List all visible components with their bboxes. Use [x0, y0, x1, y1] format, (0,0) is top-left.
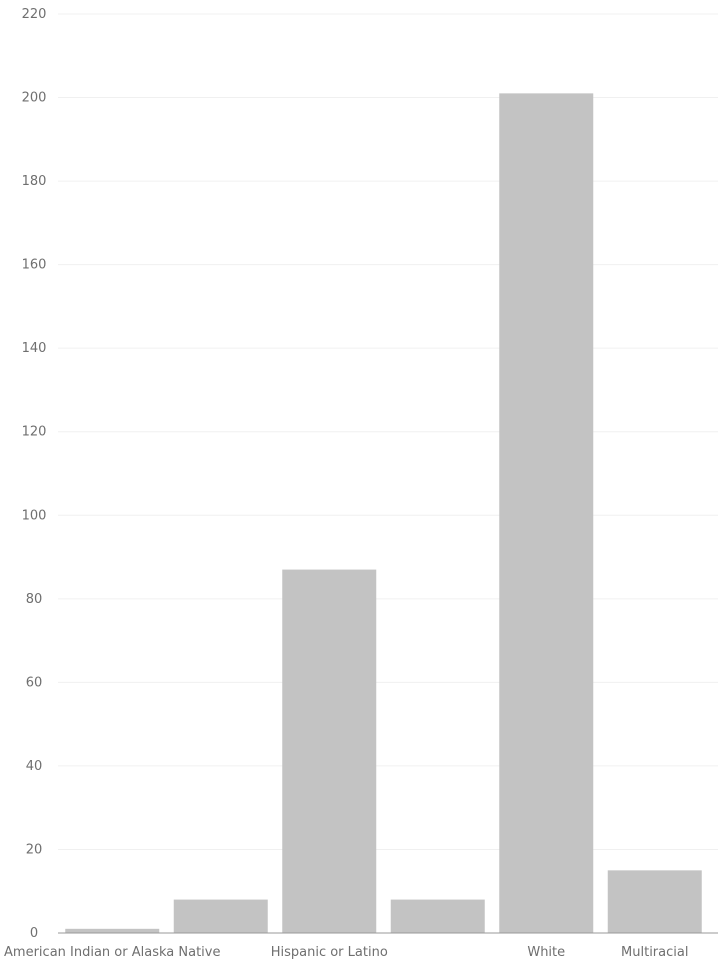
y-tick-label: 100 [22, 508, 47, 523]
y-tick-label: 20 [26, 842, 43, 857]
grid-lines [58, 13, 718, 850]
y-tick-label: 200 [22, 91, 47, 106]
x-tick-label: Multiracial [621, 945, 688, 960]
y-tick-label: 220 [22, 7, 47, 22]
y-tick-label: 120 [22, 425, 47, 440]
bar [282, 569, 377, 933]
y-tick-label: 60 [26, 675, 43, 690]
bars [65, 93, 702, 934]
x-tick-label: White [527, 945, 565, 960]
x-axis: American Indian or Alaska Native Hispanic… [4, 932, 718, 960]
y-tick-label: 0 [30, 926, 38, 941]
bar [390, 899, 485, 933]
y-tick-label: 80 [26, 592, 43, 607]
y-tick-label: 40 [26, 759, 43, 774]
y-tick-label: 160 [22, 258, 47, 273]
x-tick-label: Hispanic or Latino [271, 945, 388, 960]
bar [607, 870, 702, 933]
bar [65, 928, 160, 933]
x-tick-label: American Indian or Alaska Native [4, 945, 220, 960]
bar [173, 899, 268, 933]
bar [499, 93, 594, 934]
y-tick-label: 140 [22, 341, 47, 356]
y-tick-label: 180 [22, 174, 47, 189]
y-axis: 0 20 40 60 80 100 120 140 160 180 200 220 [22, 7, 47, 941]
